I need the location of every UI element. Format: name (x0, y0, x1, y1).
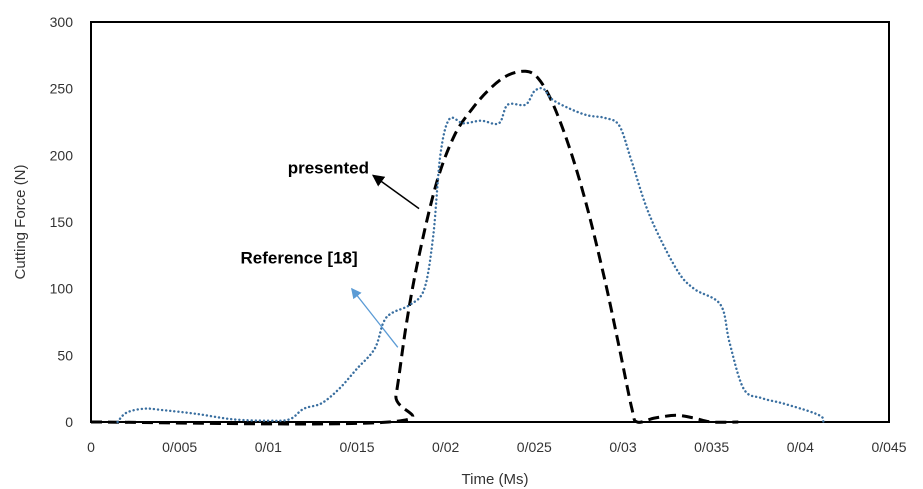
annotation-label-presented: presented (288, 158, 369, 177)
x-tick-label: 0/005 (162, 439, 197, 455)
y-tick-label: 0 (65, 414, 73, 430)
series-line-presented (90, 69, 739, 426)
y-axis-title: Cutting Force (N) (12, 164, 29, 279)
y-tick-label: 100 (50, 281, 74, 297)
y-tick-label: 150 (50, 214, 74, 230)
annotation-arrow (371, 174, 420, 210)
x-tick-label: 0/045 (871, 439, 906, 455)
x-tick-label: 0/035 (694, 439, 729, 455)
y-tick-label: 250 (50, 81, 74, 97)
annotation-layer: presented Reference [18] (241, 158, 420, 348)
annotation-arrow (351, 287, 399, 348)
y-axis-tick-labels: 0 50 100 150 200 250 300 (50, 14, 74, 430)
series-line-reference (116, 86, 825, 424)
x-axis-title: Time (Ms) (462, 471, 529, 488)
y-tick-label: 200 (50, 147, 74, 163)
plot-area-frame (90, 21, 890, 423)
series-layer (90, 69, 825, 426)
x-axis-tick-labels: 0 0/005 0/01 0/015 0/02 0/025 0/03 0/035 0/04 0/0… (87, 439, 907, 455)
annotation-label-reference: Reference [18] (241, 249, 358, 268)
x-tick-label: 0/04 (787, 439, 814, 455)
x-tick-label: 0/03 (609, 439, 636, 455)
y-tick-label: 50 (57, 347, 73, 363)
x-tick-label: 0/02 (432, 439, 459, 455)
x-tick-label: 0/025 (517, 439, 552, 455)
y-tick-label: 300 (50, 14, 74, 30)
x-tick-label: 0/01 (255, 439, 282, 455)
x-tick-label: 0/015 (339, 439, 374, 455)
x-tick-label: 0 (87, 439, 95, 455)
